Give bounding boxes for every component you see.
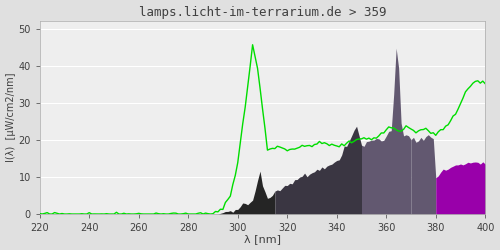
Title: lamps.licht-im-terrarium.de > 359: lamps.licht-im-terrarium.de > 359: [138, 6, 386, 18]
Y-axis label: I(λ)  [μW/cm2/nm]: I(λ) [μW/cm2/nm]: [6, 73, 16, 162]
X-axis label: λ [nm]: λ [nm]: [244, 234, 281, 244]
